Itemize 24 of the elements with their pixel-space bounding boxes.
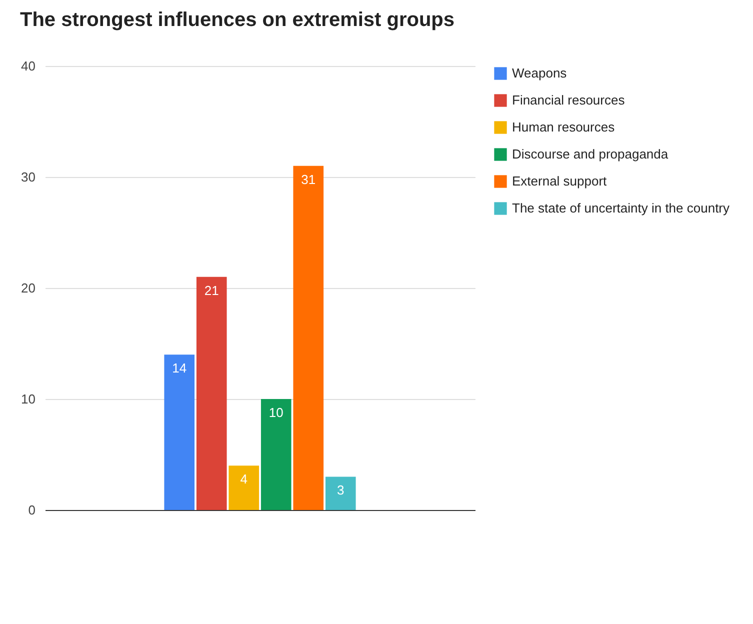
- bar: [228, 466, 260, 510]
- y-tick-label: 30: [21, 170, 36, 184]
- y-tick-label: 20: [21, 280, 36, 296]
- data-label: 4: [240, 472, 248, 487]
- legend-label: Human resources: [512, 120, 616, 134]
- bar: [164, 354, 195, 510]
- legend-label: External support: [512, 174, 608, 188]
- y-tick-label: 10: [21, 392, 36, 406]
- legend-label: The state of uncertainty in the country: [512, 200, 730, 216]
- data-label: 14: [172, 360, 187, 376]
- bar: [325, 476, 356, 510]
- legend-label: Discourse and propaganda: [512, 146, 669, 162]
- legend-label: Weapons: [512, 66, 568, 80]
- bar: [260, 399, 292, 510]
- bar: [293, 166, 324, 510]
- data-label: 10: [268, 405, 284, 420]
- y-tick-label: 0: [28, 502, 36, 518]
- data-label: 3: [337, 482, 344, 498]
- data-label: 21: [204, 282, 219, 298]
- legend-label: Financial resources: [512, 92, 626, 108]
- data-label: 31: [301, 172, 316, 187]
- chart-title: The strongest influences on extremist groups: [20, 9, 455, 31]
- bar: [196, 276, 227, 510]
- y-tick-label: 40: [21, 58, 36, 74]
